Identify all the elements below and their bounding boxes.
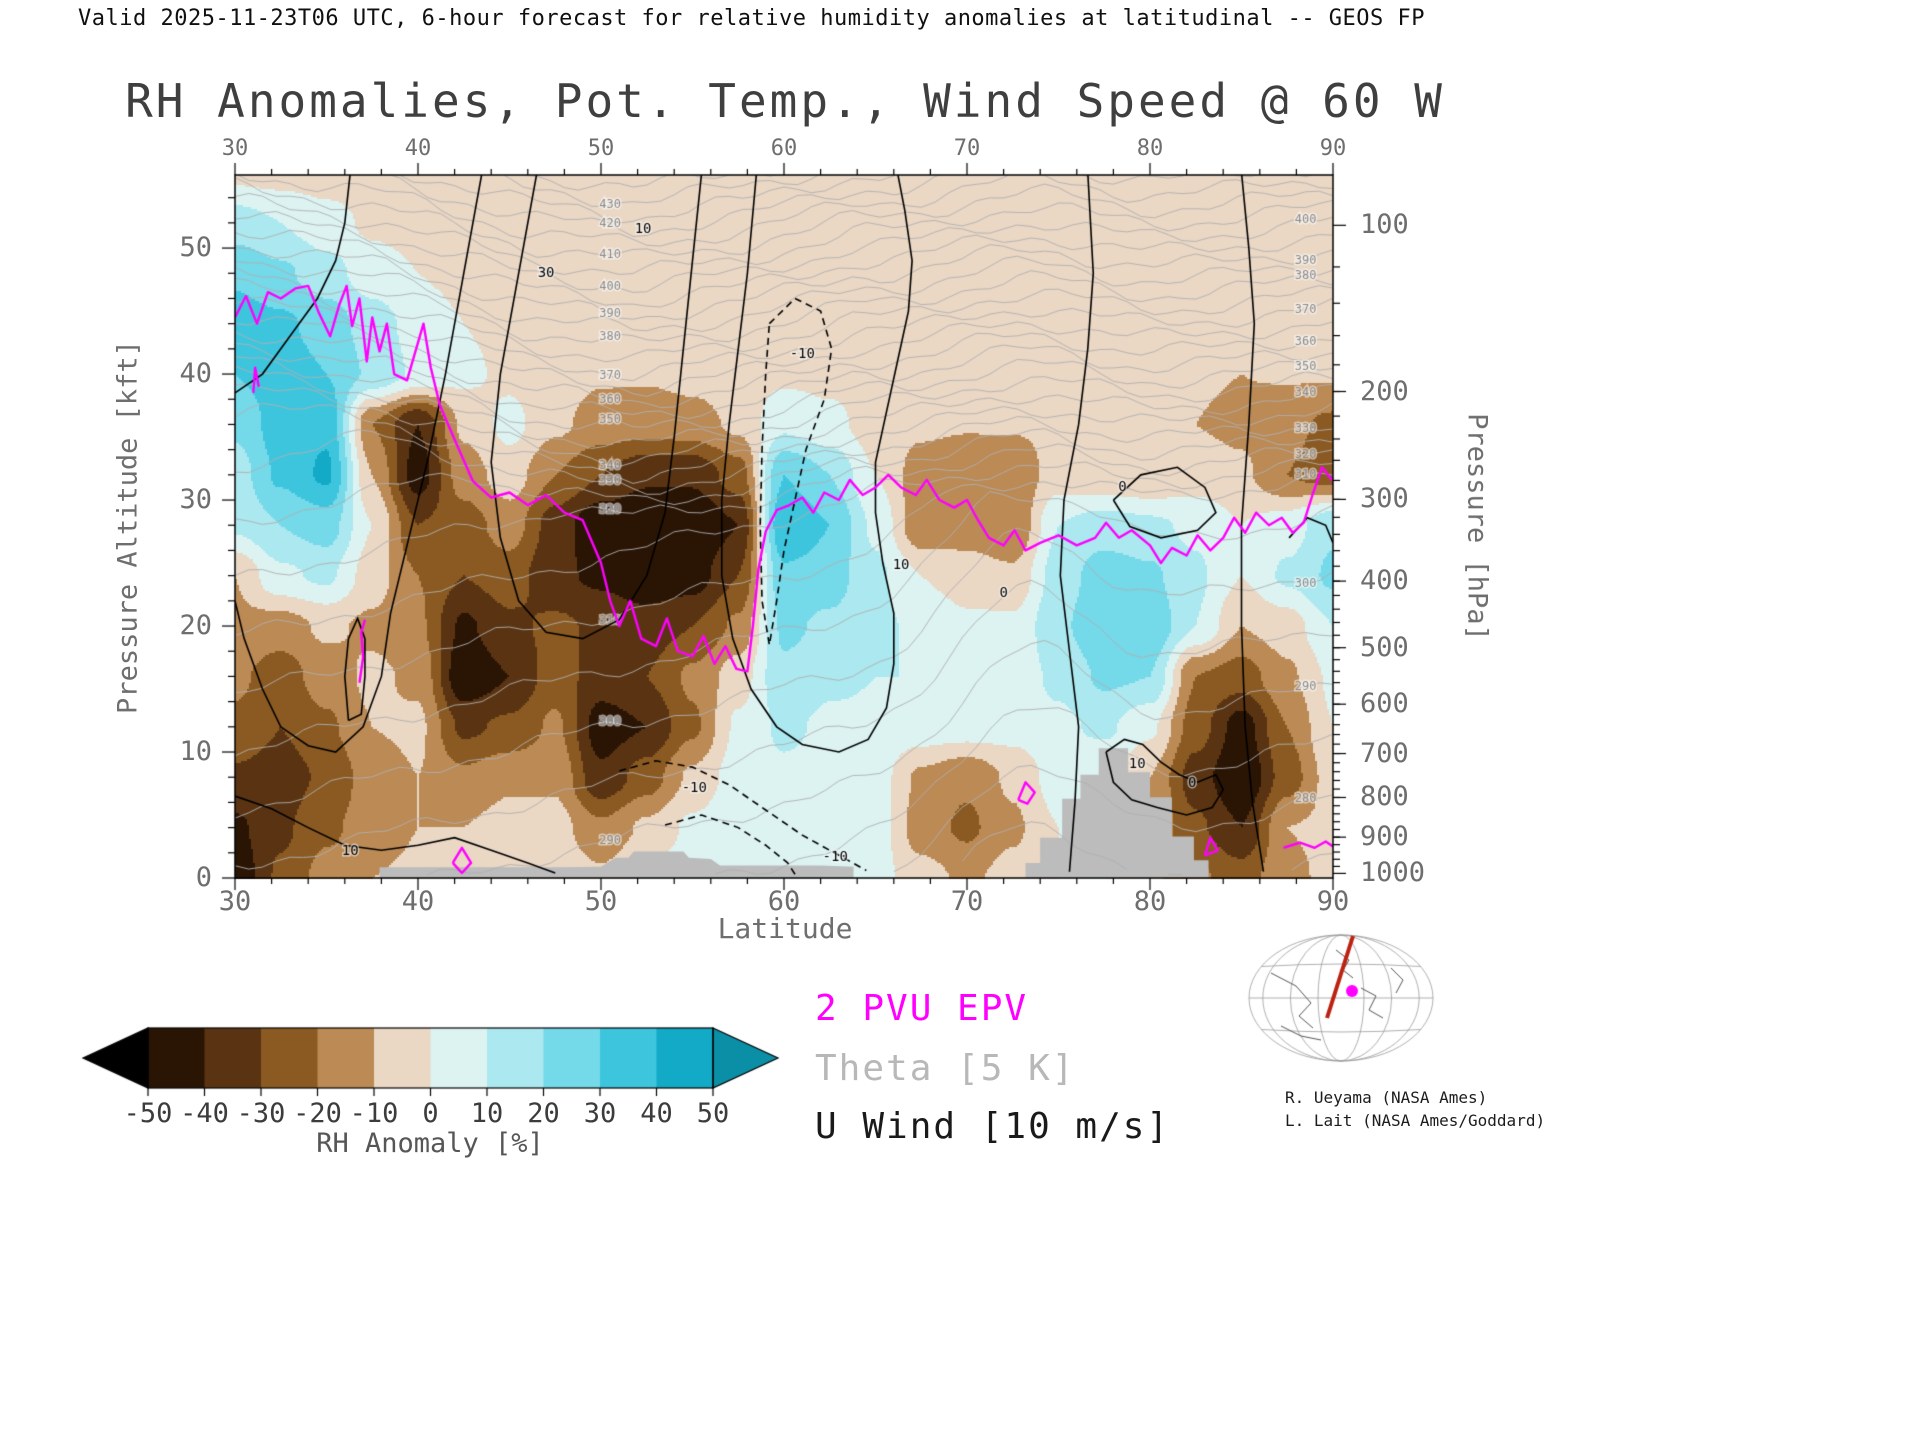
colorbar-tick-label: 20 — [527, 1098, 560, 1129]
x-tick-label-top: 80 — [1136, 136, 1164, 161]
credit-line-1: R. Ueyama (NASA Ames) — [1285, 1088, 1488, 1107]
colorbar-tick-label: 10 — [470, 1098, 504, 1129]
colorbar-tick-label: 0 — [422, 1098, 439, 1129]
x-tick-label-top: 60 — [770, 136, 798, 161]
page-title: RH Anomalies, Pot. Temp., Wind Speed @ 6… — [125, 74, 1445, 128]
colorbar-tick-label: -20 — [293, 1098, 342, 1129]
y-axis-left-title: Pressure Altitude [kft] — [112, 340, 144, 714]
y-tick-label-right: 600 — [1360, 688, 1409, 720]
y-axis-right-title: Pressure [hPa] — [1461, 413, 1493, 641]
x-tick-label-top: 30 — [221, 136, 249, 161]
x-tick-label-bottom: 80 — [1133, 886, 1167, 917]
y-tick-label-right: 500 — [1360, 631, 1409, 663]
x-tick-label-bottom: 30 — [218, 886, 252, 917]
y-tick-label-right: 700 — [1360, 737, 1409, 769]
colorbar-tick-label: -30 — [236, 1098, 286, 1129]
x-tick-label-bottom: 90 — [1316, 886, 1350, 917]
legend-pvu-epv: 2 PVU EPV — [815, 988, 1029, 1029]
credit-line-2: L. Lait (NASA Ames/Goddard) — [1285, 1111, 1546, 1130]
legend-u-wind: U Wind [10 m/s] — [815, 1106, 1171, 1147]
y-tick-label-right: 100 — [1360, 209, 1409, 241]
y-tick-label-left: 40 — [179, 358, 212, 390]
colorbar-tick-label: -50 — [123, 1098, 173, 1129]
y-tick-label-left: 10 — [179, 736, 212, 767]
y-tick-label-right: 300 — [1360, 483, 1409, 515]
x-tick-label-top: 50 — [587, 136, 615, 161]
x-axis-title: Latitude — [717, 912, 853, 945]
colorbar-tick-label: 40 — [640, 1098, 673, 1129]
y-tick-label-right: 200 — [1360, 375, 1409, 407]
x-tick-label-bottom: 70 — [950, 886, 984, 917]
y-tick-label-left: 20 — [179, 610, 212, 642]
x-tick-label-top: 70 — [953, 136, 981, 161]
y-tick-label-right: 1000 — [1360, 857, 1426, 889]
colorbar-tick-label: -40 — [180, 1098, 229, 1129]
x-tick-label-top: 90 — [1319, 136, 1347, 161]
y-tick-label-left: 0 — [195, 862, 212, 893]
y-tick-label-right: 800 — [1360, 781, 1409, 813]
legend-theta: Theta [5 K] — [815, 1048, 1076, 1089]
x-tick-label-bottom: 60 — [767, 886, 801, 917]
y-tick-label-left: 30 — [179, 484, 212, 516]
colorbar-tick-label: 30 — [583, 1098, 617, 1129]
y-tick-label-right: 900 — [1360, 821, 1409, 853]
x-tick-label-bottom: 40 — [401, 886, 435, 917]
colorbar-tick-label: -10 — [349, 1098, 399, 1129]
x-tick-label-bottom: 50 — [584, 886, 618, 917]
y-tick-label-left: 50 — [179, 232, 212, 264]
colorbar-tick-label: 50 — [696, 1098, 730, 1129]
valid-time-header: Valid 2025-11-23T06 UTC, 6-hour forecast… — [78, 6, 1426, 31]
x-tick-label-top: 40 — [404, 136, 432, 161]
y-tick-label-right: 400 — [1360, 565, 1409, 597]
colorbar-label: RH Anomaly [%] — [316, 1128, 544, 1159]
